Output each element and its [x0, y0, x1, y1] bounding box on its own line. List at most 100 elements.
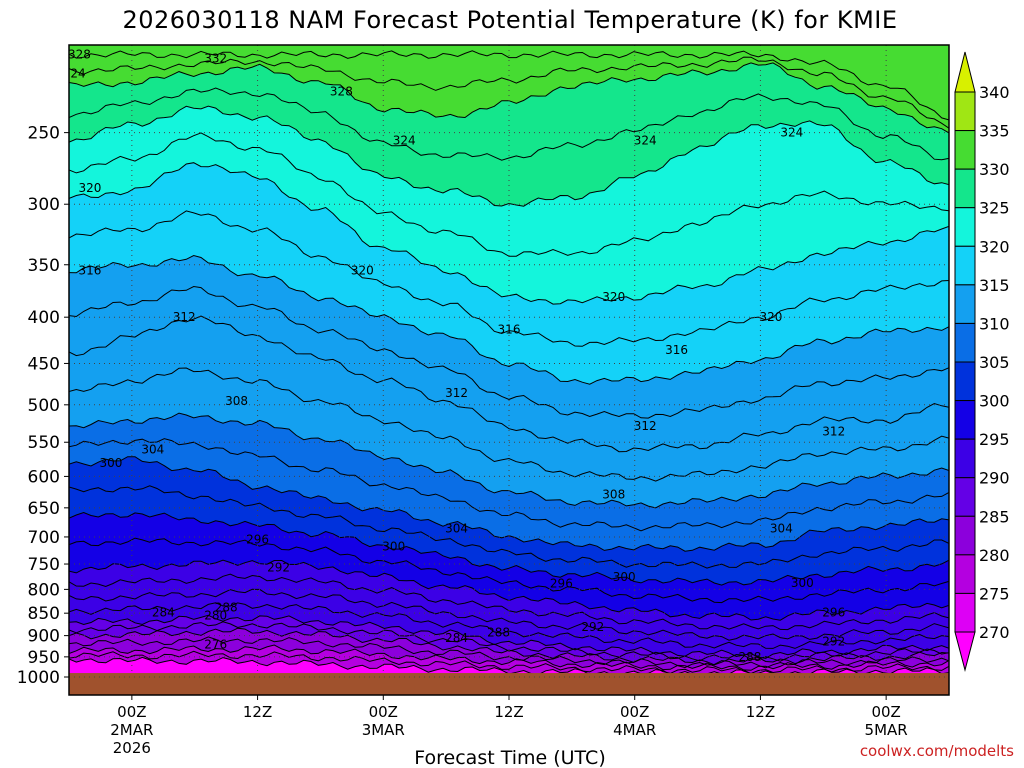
- contour-label-text: 312: [173, 310, 196, 324]
- colorbar-label: 285: [979, 507, 1010, 526]
- colorbar-label: 290: [979, 469, 1010, 488]
- isentrope-280: [69, 644, 949, 671]
- colorbar-label: 305: [979, 353, 1010, 372]
- contour-label: 284: [445, 631, 468, 645]
- isentrope-310: [69, 367, 949, 482]
- contour-label: 312: [173, 310, 196, 324]
- contour-label-text: 296: [550, 576, 573, 590]
- colorbar-swatch: [954, 592, 976, 633]
- chart-title: 2026030118 NAM Forecast Potential Temper…: [122, 6, 897, 34]
- x-tick-label: 12Z: [746, 703, 775, 721]
- contour-label-text: 312: [445, 386, 468, 400]
- colorbar-label: 310: [979, 314, 1010, 333]
- isentrope-312: [69, 315, 949, 453]
- y-tick-label: 350: [28, 256, 60, 276]
- contour-label: 320: [759, 310, 782, 324]
- y-tick-label: 800: [28, 580, 60, 600]
- contour-label-text: 300: [791, 576, 814, 590]
- contour-label: 300: [613, 570, 636, 584]
- y-tick-label: 900: [28, 627, 60, 647]
- colorbar-label: 275: [979, 584, 1010, 603]
- isentrope-326: [69, 87, 949, 161]
- colorbar-label: 315: [979, 276, 1010, 295]
- colorbar-swatch: [954, 245, 976, 286]
- colorbar-label: 330: [979, 160, 1010, 179]
- contour-label: 288: [738, 650, 761, 664]
- contour-label: 308: [602, 487, 625, 501]
- contour-label-text: 324: [634, 133, 657, 147]
- contour-label-text: 312: [822, 424, 845, 438]
- colorbar-swatch: [954, 207, 976, 247]
- y-tick-label: 600: [28, 467, 60, 487]
- colorbar-swatch: [954, 438, 976, 479]
- contour-label-text: 328: [330, 84, 353, 98]
- contour-label: 300: [791, 576, 814, 590]
- contour-label-text: 320: [351, 263, 374, 277]
- colorbar-swatch: [954, 554, 976, 594]
- colorbar-swatch: [954, 130, 976, 170]
- x-tick-label: 3MAR: [362, 721, 405, 739]
- contour-label: 324: [393, 133, 416, 147]
- isentrope-298: [69, 537, 949, 604]
- isentrope-292: [69, 588, 949, 641]
- contour-label: 304: [770, 521, 793, 535]
- theta-band-332: [69, 45, 949, 120]
- isentrope-322: [69, 132, 949, 257]
- contour-label-text: 320: [602, 290, 625, 304]
- contour-label: 300: [99, 456, 122, 470]
- contour-label-text: 304: [445, 521, 468, 535]
- x-tick-label: 00Z: [369, 703, 398, 721]
- credit-text: coolwx.com/modelts: [860, 742, 1014, 760]
- y-tick-label: 450: [28, 354, 60, 374]
- colorbar-swatch: [954, 400, 976, 440]
- contour-label-text: 324: [780, 126, 803, 140]
- contour-label: 292: [822, 634, 845, 648]
- x-tick-label: 12Z: [494, 703, 523, 721]
- isentrope-302: [69, 485, 949, 569]
- contour-label: 312: [822, 424, 845, 438]
- y-tick-label: 550: [28, 433, 60, 453]
- contour-label-text: 324: [393, 133, 416, 147]
- ground-surface: [69, 673, 949, 695]
- isentrope-316: [69, 254, 949, 385]
- colorbar-label: 270: [979, 623, 1010, 642]
- colorbar-label: 280: [979, 546, 1010, 565]
- contour-label: 288: [215, 601, 238, 615]
- y-tick-label: 650: [28, 499, 60, 519]
- contour-label: 324: [63, 66, 86, 80]
- contour-label-text: 324: [63, 66, 86, 80]
- x-tick-label: 00Z: [871, 703, 900, 721]
- contour-label-text: 316: [665, 343, 688, 357]
- y-tick-label: 250: [28, 124, 60, 144]
- colorbar-swatch: [954, 322, 976, 363]
- contour-label: 316: [665, 343, 688, 357]
- contour-labels: 328 324 332 328 324 324 324 320 316 320 320 320 312 3…: [63, 48, 845, 664]
- contour-label: 328: [69, 48, 91, 62]
- contour-label: 320: [351, 263, 374, 277]
- contour-label-text: 284: [445, 631, 468, 645]
- colorbar-label: 325: [979, 199, 1010, 218]
- contour-label: 284: [152, 605, 175, 619]
- y-tick-label: 500: [28, 396, 60, 416]
- contour-label-text: 308: [225, 394, 248, 408]
- x-tick-label: 00Z: [620, 703, 649, 721]
- contour-label: 324: [634, 133, 657, 147]
- colorbar-top-arrow: [954, 51, 976, 93]
- contour-label-text: 332: [204, 52, 227, 66]
- contour-label: 296: [246, 533, 269, 547]
- colorbar-label: 340: [979, 83, 1010, 102]
- contour-label: 308: [225, 394, 248, 408]
- contour-label-text: 304: [141, 442, 164, 456]
- colorbar-swatch: [954, 284, 976, 324]
- contour-label-text: 292: [822, 634, 845, 648]
- y-tick-label: 400: [28, 308, 60, 328]
- colorbar: 340 335 330 325 320 315 310 305 300 295 290 285 280 2…: [954, 51, 1010, 672]
- contour-label: 304: [445, 521, 468, 535]
- contour-label-text: 276: [204, 637, 227, 651]
- contour-label: 292: [267, 561, 290, 575]
- contour-label-text: 284: [152, 605, 175, 619]
- contour-label: 328: [330, 84, 353, 98]
- contour-label: 312: [634, 419, 657, 433]
